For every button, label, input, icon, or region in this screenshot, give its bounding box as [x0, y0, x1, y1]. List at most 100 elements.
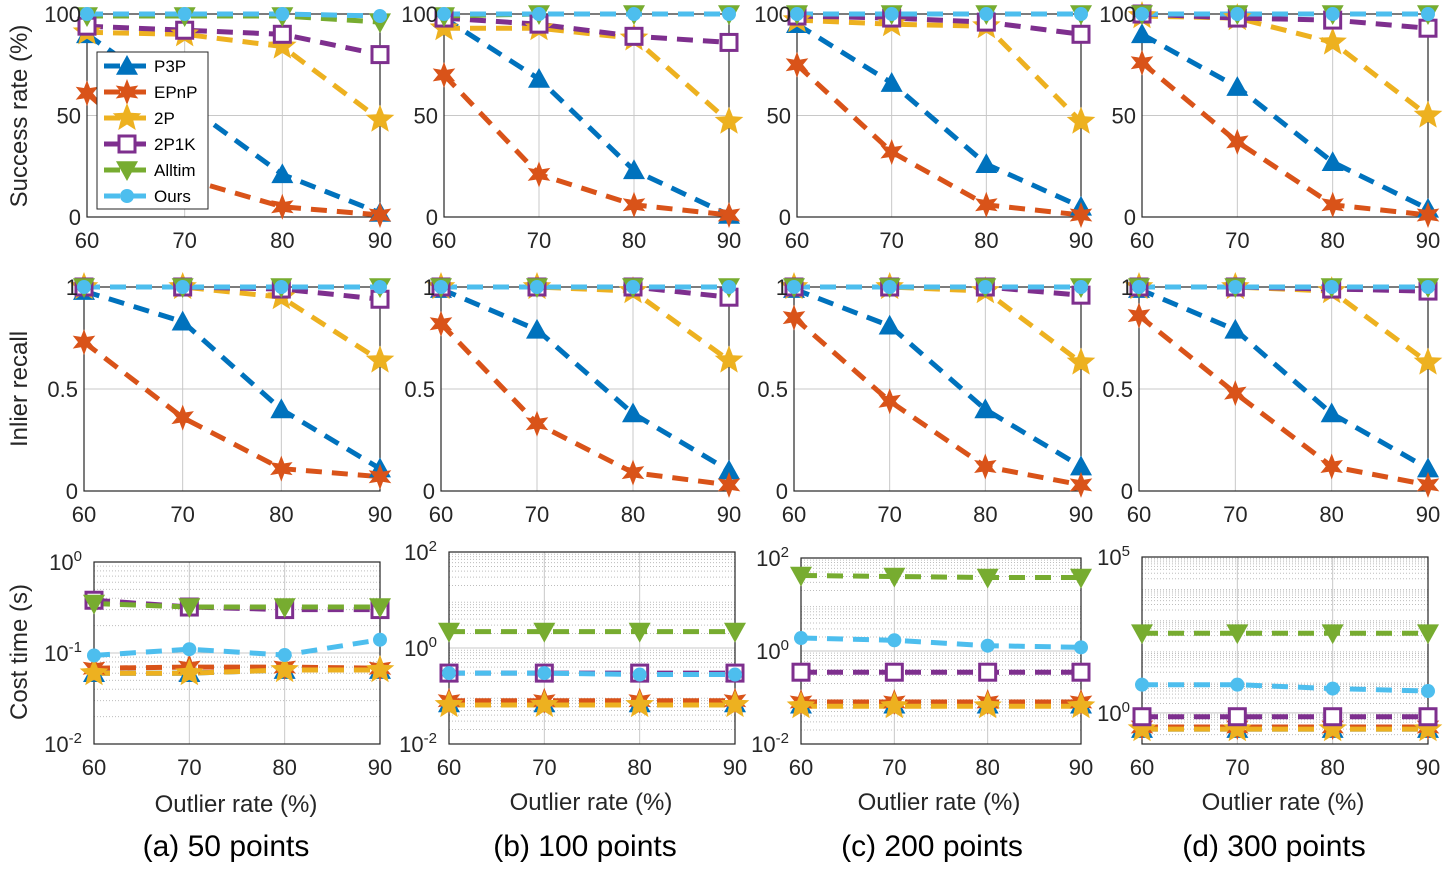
- y-tick-label: 105: [1097, 543, 1130, 570]
- marker-2p: [1223, 714, 1252, 742]
- x-tick-label: 80: [974, 228, 998, 253]
- series-line-epnp: [795, 62, 1082, 218]
- y-tick-label: 1: [66, 275, 78, 300]
- legend-marker-alltim: [116, 161, 138, 181]
- series-line-2p1k: [1141, 11, 1429, 31]
- marker-2p: [175, 658, 204, 686]
- marker-epnp: [271, 193, 294, 220]
- x-tick-label: 80: [621, 502, 645, 527]
- marker-epnp: [368, 463, 392, 490]
- marker-alltim: [178, 598, 201, 619]
- x-tick-label: 70: [177, 755, 201, 780]
- x-tick-label: 60: [72, 502, 96, 527]
- x-tick-label: 80: [973, 502, 997, 527]
- marker-2p1k: [272, 24, 292, 44]
- xlabel-panel-d: Outlier rate (%): [1202, 789, 1365, 816]
- series-line-epnp: [792, 315, 1082, 488]
- marker-2p: [530, 690, 559, 718]
- marker-p3p: [526, 318, 548, 339]
- marker-ours: [1421, 7, 1435, 21]
- series-line-p3p: [442, 15, 731, 218]
- marker-2p: [1066, 106, 1096, 134]
- series-line-2p1k: [84, 284, 381, 302]
- marker-epnp: [1127, 302, 1151, 329]
- legend-label-2p: 2P: [154, 109, 175, 128]
- marker-2p: [973, 691, 1002, 719]
- x-tick-label: 70: [877, 502, 901, 527]
- marker-p3p: [1320, 402, 1343, 423]
- series-line-epnp: [1140, 60, 1429, 218]
- axes-box: [1141, 556, 1429, 745]
- marker-2p1k: [978, 662, 998, 682]
- marker-2p1k: [624, 26, 644, 46]
- marker-2p: [1066, 691, 1096, 719]
- x-tick-label: 60: [789, 755, 813, 780]
- series-line-ours: [800, 635, 1082, 650]
- marker-ours: [887, 633, 902, 648]
- legend-box: [96, 51, 209, 210]
- y-tick-label: 0: [1124, 205, 1136, 230]
- legend-label-ours: Ours: [154, 187, 191, 206]
- x-tick-label: 70: [879, 228, 903, 253]
- marker-epnp: [368, 202, 392, 228]
- marker-2p: [1318, 714, 1347, 742]
- y-tick-label: 10-2: [399, 730, 437, 757]
- x-tick-label: 70: [1223, 502, 1247, 527]
- y-tick-label: 100: [44, 2, 81, 27]
- marker-ours: [177, 7, 192, 21]
- marker-p3p: [622, 402, 644, 423]
- y-tick-label: 100: [1097, 699, 1130, 726]
- marker-2p: [1318, 27, 1347, 55]
- x-tick-label: 80: [1320, 228, 1344, 253]
- x-tick-label: 80: [1320, 755, 1344, 780]
- marker-2p: [880, 691, 909, 719]
- marker-2p: [434, 690, 464, 718]
- marker-ours: [978, 280, 993, 294]
- marker-alltim: [1417, 624, 1439, 645]
- marker-alltim: [724, 622, 746, 643]
- y-tick-label: 0.5: [47, 377, 78, 402]
- marker-ours: [1324, 280, 1339, 294]
- marker-epnp: [717, 471, 741, 498]
- series-line-p3p: [1138, 286, 1430, 471]
- marker-epnp: [1069, 202, 1093, 228]
- marker-2p1k: [791, 662, 811, 682]
- x-tick-label: 80: [1319, 502, 1343, 527]
- chart-recall-c: 60 70 80 90 0 0.5 1: [757, 272, 1096, 527]
- x-tick-label: 70: [532, 755, 556, 780]
- series-line-ours: [1142, 682, 1429, 694]
- x-tick-label: 90: [1416, 502, 1440, 527]
- legend-label-epnp: EPnP: [154, 83, 197, 102]
- marker-ours: [434, 280, 448, 294]
- marker-epnp: [878, 388, 901, 415]
- marker-alltim: [533, 622, 556, 643]
- x-tick-label: 70: [170, 502, 194, 527]
- marker-p3p: [1321, 151, 1344, 171]
- marker-ours: [1074, 7, 1088, 21]
- marker-p3p: [528, 67, 550, 88]
- marker-alltim: [1131, 624, 1153, 645]
- x-tick-label: 90: [717, 502, 741, 527]
- marker-ours: [790, 7, 804, 21]
- series-line-ours: [87, 11, 381, 19]
- ylabel-inlier-recall: Inlier recall: [6, 331, 33, 447]
- marker-ours: [87, 648, 101, 663]
- marker-2p: [270, 655, 299, 683]
- x-tick-label: 90: [1416, 228, 1440, 253]
- series-line-2p: [1141, 13, 1430, 118]
- x-tick-label: 90: [1069, 228, 1093, 253]
- y-tick-label: 102: [404, 538, 437, 565]
- marker-epnp: [527, 161, 551, 188]
- x-tick-label: 70: [525, 502, 549, 527]
- ylabel-success-rate: Success rate (%): [6, 25, 33, 208]
- y-tick-label: 0.5: [1102, 377, 1133, 402]
- x-tick-label: 70: [172, 228, 196, 253]
- y-tick-label: 100: [49, 548, 82, 575]
- y-tick-label: 100: [404, 634, 437, 661]
- series-line-2p1k: [443, 15, 730, 45]
- x-tick-label: 80: [627, 755, 651, 780]
- marker-epnp: [429, 310, 453, 337]
- x-tick-label: 80: [272, 755, 296, 780]
- chart-success-d: 60 70 80 90 0 50 100: [1099, 1, 1443, 253]
- x-tick-label: 60: [82, 755, 106, 780]
